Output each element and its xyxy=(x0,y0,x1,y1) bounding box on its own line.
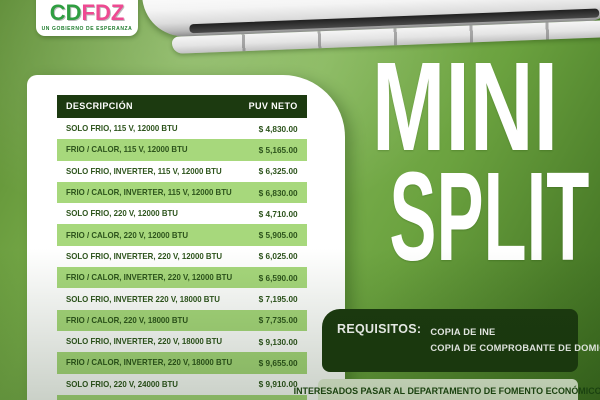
row-price: $ 6,830.00 xyxy=(259,187,298,198)
logo-text-pink: FDZ xyxy=(81,0,125,25)
row-price: $ 4,710.00 xyxy=(259,208,298,219)
price-table: DESCRIPCIÓN PUV NETO SOLO FRIO, 115 V, 1… xyxy=(57,95,307,400)
table-row: FRIO / CALOR, 220 V, 18000 BTU $ 7,735.00 xyxy=(57,309,307,331)
requisitos-label: REQUISITOS: xyxy=(337,322,422,336)
row-price: $ 9,655.00 xyxy=(259,357,298,368)
row-description: FRIO / CALOR, 220 V, 12000 BTU xyxy=(66,230,189,240)
table-row: FRIO / CALOR, INVERTER, 220 V, 18000 BTU… xyxy=(57,352,307,374)
row-description: SOLO FRIO, 220 V, 12000 BTU xyxy=(66,209,178,219)
header-puv-neto: PUV NETO xyxy=(248,101,298,112)
row-description: FRIO / CALOR, 220 V, 18000 BTU xyxy=(66,315,189,325)
table-row: SOLO FRIO, 115 V, 12000 BTU $ 4,830.00 xyxy=(57,118,307,139)
row-price: $ 9,130.00 xyxy=(259,336,298,347)
row-description: SOLO FRIO, INVERTER 220 V, 18000 BTU xyxy=(66,294,220,304)
product-title: MINI SPLIT xyxy=(330,0,600,300)
row-description: SOLO FRIO, 220 V, 24000 BTU xyxy=(66,379,178,389)
requisitos-panel: REQUISITOS: COPIA DE INE COPIA DE COMPRO… xyxy=(322,309,600,372)
header-descripcion: DESCRIPCIÓN xyxy=(66,101,133,112)
table-row: FRIO / CALOR, INVERTER, 115 V, 12000 BTU… xyxy=(57,181,307,204)
footer-panel: INTERESADOS PASAR AL DEPARTAMENTO DE FOM… xyxy=(294,379,600,400)
table-row: SOLO FRIO, INVERTER, 115 V, 12000 BTU $ 6… xyxy=(57,161,307,182)
row-price: $ 5,165.00 xyxy=(259,144,298,155)
row-price: $ 6,025.00 xyxy=(259,251,298,262)
table-row: SOLO FRIO, INVERTER, 220 V, 18000 BTU $ 9… xyxy=(57,331,307,352)
row-price: $ 4,830.00 xyxy=(259,123,298,134)
row-description: FRIO / CALOR, INVERTER, 115 V, 12000 BTU xyxy=(66,188,232,198)
table-row: SOLO FRIO, INVERTER 220 V, 18000 BTU $ 7,… xyxy=(57,288,307,309)
row-price: $ 9,910.00 xyxy=(259,379,298,390)
table-row: SOLO FRIO, 220 V, 12000 BTU $ 4,710.00 xyxy=(57,203,307,224)
logo-text-green: CD xyxy=(49,0,82,25)
row-description: FRIO / CALOR, INVERTER, 220 V, 12000 BTU xyxy=(66,273,233,283)
row-price: $ 6,590.00 xyxy=(259,272,298,283)
requisito-item: COPIA DE INE xyxy=(430,327,496,337)
table-row: FRIO / CALOR, 115 V, 12000 BTU $ 5,165.00 xyxy=(57,139,307,161)
requisitos-items: COPIA DE INE COPIA DE COMPROBANTE DE DOM… xyxy=(430,322,600,372)
row-description: SOLO FRIO, 115 V, 12000 BTU xyxy=(66,124,178,134)
price-panel: DESCRIPCIÓN PUV NETO SOLO FRIO, 115 V, 1… xyxy=(27,75,345,400)
table-row: FRIO / CALOR, INVERTER, 220 V, 12000 BTU… xyxy=(57,267,307,289)
table-header-row: DESCRIPCIÓN PUV NETO xyxy=(57,95,307,118)
price-table-body: SOLO FRIO, 115 V, 12000 BTU $ 4,830.00 FRI… xyxy=(57,118,307,400)
government-logo: CDFDZ UN GOBIERNO DE ESPERANZA xyxy=(36,0,138,36)
row-price: $ 7,735.00 xyxy=(259,315,298,326)
row-description: SOLO FRIO, INVERTER, 220 V, 18000 BTU xyxy=(66,337,223,347)
table-row: FRIO / CALOR, 220 V, 24000 BTU$ 10,630.0… xyxy=(57,394,307,400)
logo-wordmark: CDFDZ xyxy=(50,2,125,24)
row-price: $ 6,325.00 xyxy=(259,166,298,177)
footer-text: INTERESADOS PASAR AL DEPARTAMENTO DE FOM… xyxy=(293,386,600,397)
row-price: $ 7,195.00 xyxy=(259,294,298,305)
row-description: SOLO FRIO, INVERTER, 115 V, 12000 BTU xyxy=(66,166,222,176)
table-row: SOLO FRIO, INVERTER, 220 V, 12000 BTU $ 6… xyxy=(57,246,307,267)
title-line-mini: MINI xyxy=(371,36,559,177)
table-row: FRIO / CALOR, 220 V, 12000 BTU $ 5,905.00 xyxy=(57,224,307,246)
title-line-split: SPLIT xyxy=(389,146,590,287)
row-description: SOLO FRIO, INVERTER, 220 V, 12000 BTU xyxy=(66,251,223,261)
row-description: FRIO / CALOR, INVERTER, 220 V, 18000 BTU xyxy=(66,358,233,368)
row-description: FRIO / CALOR, 115 V, 12000 BTU xyxy=(66,145,188,155)
logo-tagline: UN GOBIERNO DE ESPERANZA xyxy=(41,26,133,32)
requisito-item: COPIA DE COMPROBANTE DE DOMICILIO xyxy=(430,343,600,353)
row-price: $ 5,905.00 xyxy=(259,230,298,241)
table-row: SOLO FRIO, 220 V, 24000 BTU $ 9,910.00 xyxy=(57,374,307,395)
